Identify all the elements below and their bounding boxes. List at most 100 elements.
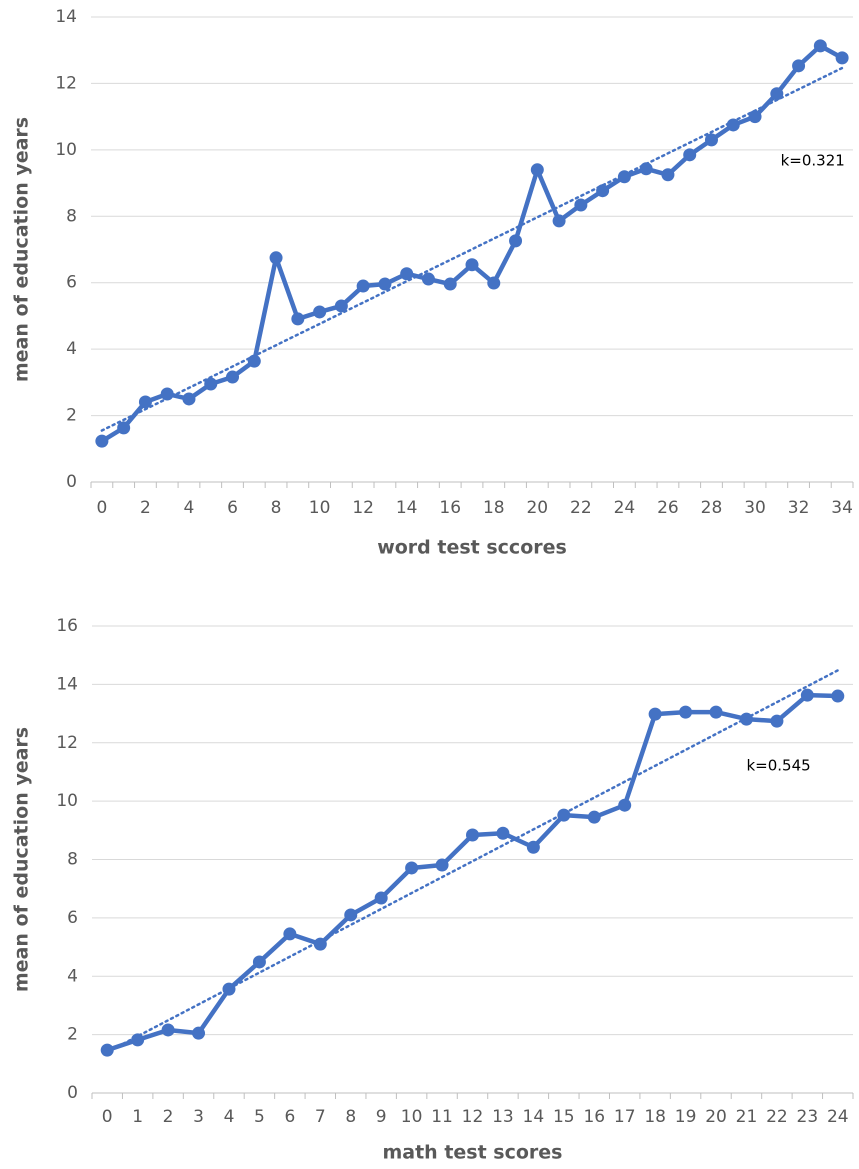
y-tick-label: 10 [55,140,77,160]
x-tick-label: 13 [492,1107,514,1127]
data-point [552,214,566,228]
data-point [291,312,305,326]
y-tick-label: 12 [56,733,78,753]
x-tick-label: 6 [284,1107,295,1127]
x-tick-label: 12 [352,498,374,518]
data-point [269,251,283,265]
data-point [161,1023,175,1037]
data-point [487,276,501,290]
x-tick-label: 17 [614,1107,636,1127]
x-tick-label: 24 [614,498,636,518]
data-point [496,826,510,840]
x-tick-label: 16 [583,1107,605,1127]
data-line [106,692,838,1053]
y-tick-label: 6 [67,908,78,928]
data-point [679,705,693,719]
x-tick-label: 2 [163,1107,174,1127]
x-tick-label: 1 [132,1107,143,1127]
x-axis-title: math test scores [382,1142,562,1164]
x-tick-label: 7 [315,1107,326,1127]
x-tick-label: 15 [553,1107,575,1127]
y-tick-label: 16 [56,616,78,636]
y-tick-label: 0 [66,472,77,492]
x-tick-label: 10 [401,1107,423,1127]
y-tick-label: 14 [55,7,77,27]
data-point [405,861,419,875]
x-tick-label: 2 [140,498,151,518]
x-tick-label: 8 [345,1107,356,1127]
x-tick-label: 16 [439,498,461,518]
x-tick-label: 14 [396,498,418,518]
data-point [557,808,571,822]
data-point [344,908,358,922]
x-tick-label: 0 [102,1107,113,1127]
data-point [831,689,845,703]
data-point [435,858,449,872]
y-axis-title: mean of education years [11,117,33,382]
data-point [704,133,718,147]
data-point [770,714,784,728]
data-point [618,798,632,812]
x-tick-label: 8 [271,498,282,518]
x-tick-label: 12 [462,1107,484,1127]
data-point [596,184,610,198]
x-tick-label: 32 [788,498,810,518]
y-tick-label: 6 [66,273,77,293]
data-point [100,1043,114,1057]
data-point [182,392,196,406]
data-point [356,279,370,293]
y-tick-label: 0 [67,1083,78,1103]
y-tick-label: 8 [66,206,77,226]
data-point [530,163,544,177]
data-point [374,891,388,905]
data-point [639,162,653,176]
x-tick-label: 30 [744,498,766,518]
data-point [800,688,814,702]
y-tick-label: 2 [67,1025,78,1045]
x-tick-label: 24 [827,1107,849,1127]
data-point [813,39,827,53]
y-tick-label: 2 [66,406,77,426]
x-axis-title: word test sccores [377,537,567,559]
data-point [204,377,218,391]
x-tick-label: 9 [376,1107,387,1127]
data-point [283,927,297,941]
data-point [400,267,414,281]
y-tick-label: 12 [55,73,77,93]
data-point [465,258,479,272]
x-tick-label: 21 [736,1107,758,1127]
data-point [709,705,723,719]
data-point [313,937,327,951]
data-point [131,1033,145,1047]
y-tick-label: 4 [66,339,77,359]
data-point [247,354,261,368]
x-tick-label: 5 [254,1107,265,1127]
annotation: k=0.321 [781,152,845,170]
x-tick-label: 20 [705,1107,727,1127]
data-point [313,305,327,319]
data-point [748,110,762,124]
x-tick-label: 10 [309,498,331,518]
x-tick-label: 4 [224,1107,235,1127]
data-point [574,198,588,212]
x-tick-label: 26 [657,498,679,518]
x-tick-label: 28 [701,498,723,518]
x-tick-label: 22 [570,498,592,518]
y-tick-label: 4 [67,966,78,986]
x-tick-label: 22 [766,1107,788,1127]
data-point [770,87,784,101]
y-tick-label: 8 [67,850,78,870]
x-tick-label: 6 [227,498,238,518]
data-point [648,707,662,721]
data-point [466,828,479,842]
data-point [192,1026,206,1040]
data-point [526,840,540,854]
x-tick-label: 19 [675,1107,697,1127]
data-point [138,395,152,409]
x-tick-label: 14 [523,1107,545,1127]
data-point [222,982,236,996]
trendline [100,66,844,432]
data-point [739,712,753,726]
y-axis-title: mean of education years [11,727,33,992]
